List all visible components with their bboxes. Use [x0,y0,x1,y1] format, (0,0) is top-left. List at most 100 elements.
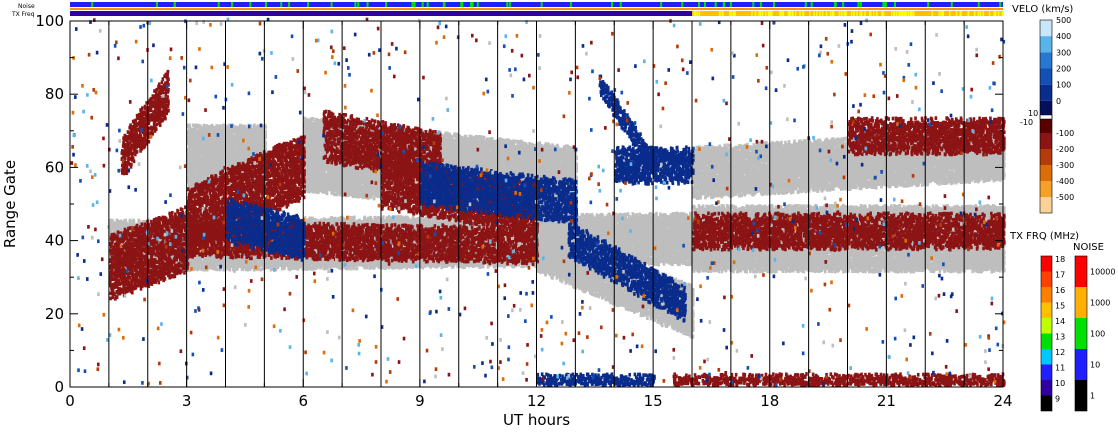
data-cell [133,220,136,224]
noise-bar-tick [811,2,813,7]
txfreq-bar-tick [983,11,985,16]
noise-bar-tick [470,2,472,7]
txfreq-bar-tick [891,11,893,16]
noise-bar-tick [249,2,251,7]
txfreq-bar-tick [941,11,943,16]
txfreq-bar-tick [832,11,834,16]
txfreq-bar-tick [1002,11,1004,16]
noise-bar-tick [978,2,980,7]
txfreq-bar-tick [902,11,904,16]
txfreq-bar-tick [771,11,773,16]
txfreq-bar-tick [760,11,762,16]
txfreq-bar-tick [856,11,858,16]
noise-bar-tick [506,2,508,7]
txfreq-bar-tick [859,11,861,16]
txfreq-bar-tick [696,11,698,16]
noise-bar-tick [805,2,807,7]
txfreq-bar-stripe [70,8,1003,10]
txfreq-bar-tick [980,11,982,16]
txfreq-bar-tick [864,11,866,16]
noise-bar-tick [477,2,479,7]
noise-bar-tick [842,2,844,7]
txfreq-bar-tick [901,11,903,16]
txfreq-bar-tick [844,11,846,16]
noise-bar-tick [357,2,359,7]
txfreq-bar-tick [893,11,895,16]
noise-bar-tick [422,2,424,7]
noise-bar-tick [331,2,333,7]
noise-bar-tick [773,2,775,7]
noise-bar-tick [834,2,836,7]
noise-bar-tick [231,2,233,7]
noise-bar-tick [951,2,953,7]
txfreq-bar-tick [799,11,801,16]
txfreq-bar-tick [838,11,840,16]
noise-bar-tick [660,2,662,7]
txfreq-bar-tick [719,11,721,16]
noise-bar-tick [620,2,622,7]
txfreq-bar [70,8,1004,16]
noise-bar-tick [427,2,429,7]
txfreq-bar-tick [989,11,991,16]
noise-bar-tick [280,2,282,7]
txfreq-bar-tick [765,11,767,16]
noise-bar-tick [265,2,267,7]
txfreq-bar-tick [730,11,732,16]
txfreq-bar-tick [809,11,811,16]
txfreq-bar-tick [974,11,976,16]
txfreq-bar-tick [694,11,696,16]
txfreq-bar-tick [841,11,843,16]
noise-bar-tick [723,2,725,7]
txfreq-bar-tick [896,11,898,16]
txfreq-bar-tick [826,11,828,16]
noise-bar-tick [894,2,896,7]
noise-bar-tick [570,2,572,7]
txfreq-bar-tick [845,11,847,16]
noise-bar-tick [307,2,309,7]
txfreq-bar-tick [978,11,980,16]
noise-bar-tick [882,2,884,7]
txfreq-bar-tick [780,11,782,16]
txfreq-bar-tick [803,11,805,16]
txfreq-bar-tick [949,11,951,16]
txfreq-bar-tick [939,11,941,16]
noise-bar-tick [509,2,511,7]
txfreq-bar-tick [830,11,832,16]
txfreq-bar-tick [994,11,996,16]
txfreq-bar-tick [791,11,793,16]
txfreq-bar-tick [881,11,883,16]
txfreq-bar-tick [734,11,736,16]
txfreq-bar-tick [931,11,933,16]
txfreq-bar-tick [790,11,792,16]
txfreq-bar-tick [942,11,944,16]
txfreq-bar-tick [698,11,700,16]
data-cell [216,267,219,271]
noise-bar-tick [715,2,717,7]
txfreq-bar-tick [995,11,997,16]
noise-bar-tick [927,2,929,7]
txfreq-bar-tick [956,11,958,16]
txfreq-bar-tick [783,11,785,16]
txfreq-bar-tick [873,11,875,16]
noise-bar-tick [857,2,859,7]
txfreq-bar-tick [770,11,772,16]
txfreq-bar-tick [733,11,735,16]
noise-bar-tick [218,2,220,7]
txfreq-bar-tick [905,11,907,16]
txfreq-bar-tick [795,11,797,16]
noise-bar-tick [541,2,543,7]
txfreq-bar-label: TX Freq [11,11,35,18]
noise-bar-tick [681,2,683,7]
noise-bar-tick [885,2,887,7]
txfreq-bar-tick [876,11,878,16]
txfreq-bar-tick [898,11,900,16]
txfreq-bar-tick [913,11,915,16]
txfreq-bar-tick [911,11,913,16]
txfreq-bar-tick [762,11,764,16]
txfreq-bar-tick [998,11,1000,16]
noise-bar-tick [698,2,700,7]
data-cell [229,268,232,272]
txfreq-bar-tick [968,11,970,16]
txfreq-bar-tick [722,11,724,16]
